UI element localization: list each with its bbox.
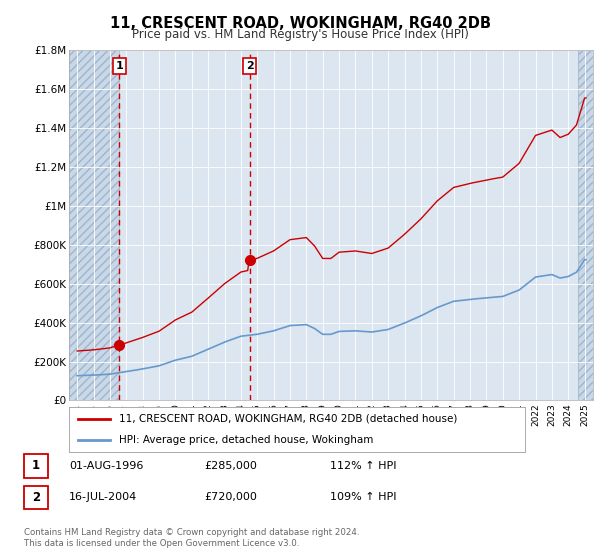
Text: 11, CRESCENT ROAD, WOKINGHAM, RG40 2DB: 11, CRESCENT ROAD, WOKINGHAM, RG40 2DB <box>110 16 491 31</box>
Text: 2: 2 <box>32 491 40 504</box>
Text: HPI: Average price, detached house, Wokingham: HPI: Average price, detached house, Woki… <box>119 435 374 445</box>
Text: 112% ↑ HPI: 112% ↑ HPI <box>330 461 397 471</box>
Text: Contains HM Land Registry data © Crown copyright and database right 2024.: Contains HM Land Registry data © Crown c… <box>24 528 359 536</box>
Text: 1: 1 <box>32 459 40 473</box>
Bar <box>69 50 119 400</box>
Text: 2: 2 <box>246 61 254 71</box>
Text: 01-AUG-1996: 01-AUG-1996 <box>69 461 143 471</box>
Text: Price paid vs. HM Land Registry's House Price Index (HPI): Price paid vs. HM Land Registry's House … <box>131 28 469 41</box>
Text: £285,000: £285,000 <box>204 461 257 471</box>
Text: 1: 1 <box>116 61 123 71</box>
Text: 11, CRESCENT ROAD, WOKINGHAM, RG40 2DB (detached house): 11, CRESCENT ROAD, WOKINGHAM, RG40 2DB (… <box>119 414 458 424</box>
Text: 16-JUL-2004: 16-JUL-2004 <box>69 492 137 502</box>
Bar <box>69 50 119 400</box>
Text: £720,000: £720,000 <box>204 492 257 502</box>
Text: 109% ↑ HPI: 109% ↑ HPI <box>330 492 397 502</box>
Text: This data is licensed under the Open Government Licence v3.0.: This data is licensed under the Open Gov… <box>24 539 299 548</box>
Bar <box>578 50 593 400</box>
Bar <box>578 50 593 400</box>
